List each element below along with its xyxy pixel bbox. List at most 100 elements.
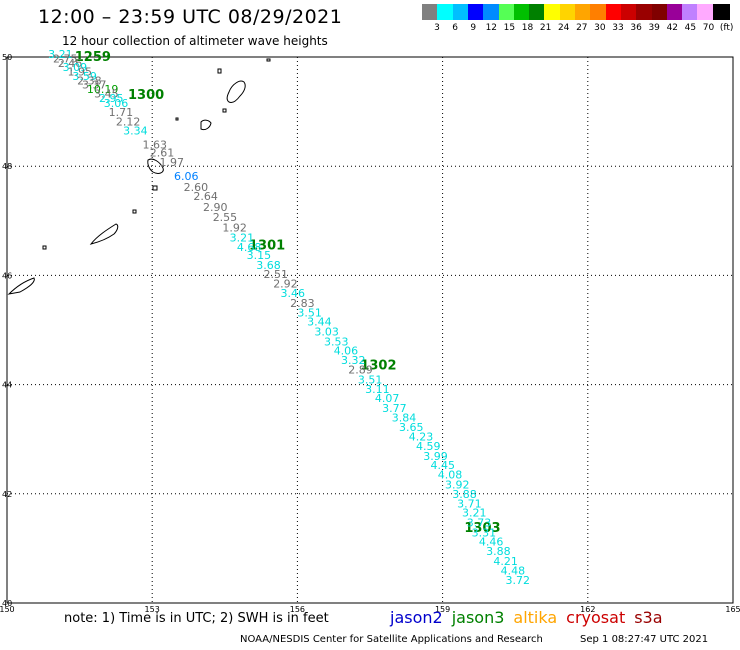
scale-label: 30	[594, 23, 606, 33]
wave-height-label: 4.21	[493, 555, 518, 568]
wave-height-label: 2.46	[58, 57, 83, 70]
wave-height-label: 4.07	[375, 392, 400, 405]
wave-height-label: 3.92	[445, 478, 470, 491]
legend-s3a: s3a	[634, 608, 663, 627]
wave-height-label: 2.12	[116, 115, 140, 128]
wave-height-label: 2.64	[193, 190, 218, 203]
scale-swatch	[651, 4, 669, 20]
legend-cryosat: cryosat	[566, 608, 626, 627]
wave-height-label: 4.48	[501, 565, 526, 578]
wave-height-label: 3.32	[341, 354, 366, 367]
scale-label: 6	[452, 23, 458, 33]
scale-swatch	[422, 4, 439, 20]
time-label: 1300	[128, 88, 164, 103]
map-subtitle: 12 hour collection of altimeter wave hei…	[62, 34, 328, 48]
coastline	[7, 58, 271, 295]
footnote: note: 1) Time is in UTC; 2) SWH is in fe…	[64, 611, 329, 626]
scale-swatch	[513, 4, 531, 20]
scale-label: 70	[702, 23, 715, 33]
legend-altika: altika	[513, 608, 558, 627]
map-title: 12:00 – 23:59 UTC 08/29/2021	[38, 6, 343, 28]
wave-height-label: 3.84	[392, 412, 417, 425]
lon-tick-label: 159	[435, 605, 450, 614]
lat-tick-label: 40	[2, 599, 12, 608]
scale-swatch	[697, 4, 715, 20]
time-label: 1301	[249, 239, 285, 254]
scale-label: 39	[648, 23, 660, 33]
legend-jason2: jason2	[390, 608, 443, 627]
scale-label: 45	[684, 23, 697, 33]
scale-label: 9	[470, 23, 477, 33]
map-frame	[6, 56, 734, 604]
scale-label: 33	[612, 23, 624, 33]
scale-swatch	[605, 4, 623, 20]
scale-swatch	[666, 4, 684, 20]
scale-swatch	[682, 4, 700, 20]
time-label: 1302	[360, 358, 396, 373]
wave-height-label: 3.51	[297, 306, 322, 319]
wave-height-label: 6.06	[174, 170, 199, 183]
wave-height-label: 3.44	[307, 316, 332, 329]
wave-height-label: 1.63	[143, 139, 168, 152]
wave-height-label: 3.65	[399, 421, 424, 434]
wave-height-label: 2.95	[99, 92, 124, 105]
wave-height-label: 3.45	[94, 87, 119, 100]
scale-label: 42	[666, 23, 679, 33]
scale-swatch	[483, 4, 501, 20]
time-label: 1303	[464, 521, 500, 536]
wave-height-label: 4.68	[237, 241, 262, 254]
scale-swatch	[636, 4, 654, 20]
wave-height-label: 4.08	[438, 469, 463, 482]
wave-height-label: 1.71	[109, 106, 134, 119]
wave-height-label: 3.11	[365, 383, 390, 396]
lat-tick-label: 42	[2, 490, 12, 499]
wave-height-label: 10.19	[87, 83, 119, 96]
scale-swatch	[575, 4, 592, 20]
scale-swatch	[529, 4, 547, 20]
wave-height-label: 1.95	[68, 66, 93, 79]
scale-label: 15	[503, 23, 516, 33]
wave-height-label: 3.09	[63, 61, 88, 74]
generated-timestamp: Sep 1 08:27:47 UTC 2021	[580, 634, 709, 645]
wave-height-label: 2.90	[203, 201, 228, 214]
wave-height-label: 2.89	[348, 364, 373, 377]
wave-height-label: 2.61	[150, 146, 175, 159]
legend-jason3: jason3	[451, 608, 505, 627]
time-label: 1259	[75, 50, 111, 65]
wave-height-label: 4.46	[479, 536, 504, 549]
lon-tick-label: 156	[290, 605, 305, 614]
scale-label: 18	[521, 23, 534, 33]
scale-swatch	[544, 4, 562, 20]
wave-height-label: 2.38	[77, 74, 102, 87]
wave-height-label: 2.92	[273, 277, 298, 290]
satellite-legend: jason2 jason3 altika cryosat s3a	[390, 608, 672, 627]
lon-tick-label: 150	[0, 605, 15, 614]
wave-height-label: 2.75	[53, 52, 77, 65]
scale-swatch	[452, 4, 470, 20]
wave-height-label: 3.37	[82, 79, 107, 92]
scale-swatch	[437, 4, 455, 20]
wave-height-label: 1.97	[159, 156, 184, 169]
lat-tick-label: 46	[2, 271, 12, 280]
lon-tick-label: 162	[580, 605, 595, 614]
wave-height-label: 2.60	[184, 181, 209, 194]
lon-tick-label: 165	[725, 605, 740, 614]
scale-label: 36	[630, 23, 642, 33]
wave-height-label: 3.71	[457, 497, 482, 510]
wave-height-label: 3.15	[247, 249, 272, 262]
wave-height-label: 3.59	[72, 70, 97, 83]
wave-height-label: 3.21	[48, 48, 73, 61]
wave-height-label: 3.46	[280, 287, 305, 300]
scale-label: 21	[539, 23, 552, 33]
lon-tick-label: 153	[145, 605, 160, 614]
wave-height-label: 3.99	[423, 450, 448, 463]
wave-height-label: 3.51	[358, 374, 383, 387]
lat-tick-label: 44	[2, 381, 12, 390]
wave-height-label: 3.88	[486, 545, 511, 558]
scale-swatch	[559, 4, 577, 20]
wave-height-label: 3.34	[123, 125, 148, 138]
wave-height-label: 4.23	[409, 430, 434, 443]
wave-height-label: 3.73	[467, 517, 492, 530]
wave-height-label: 3.88	[452, 488, 477, 501]
